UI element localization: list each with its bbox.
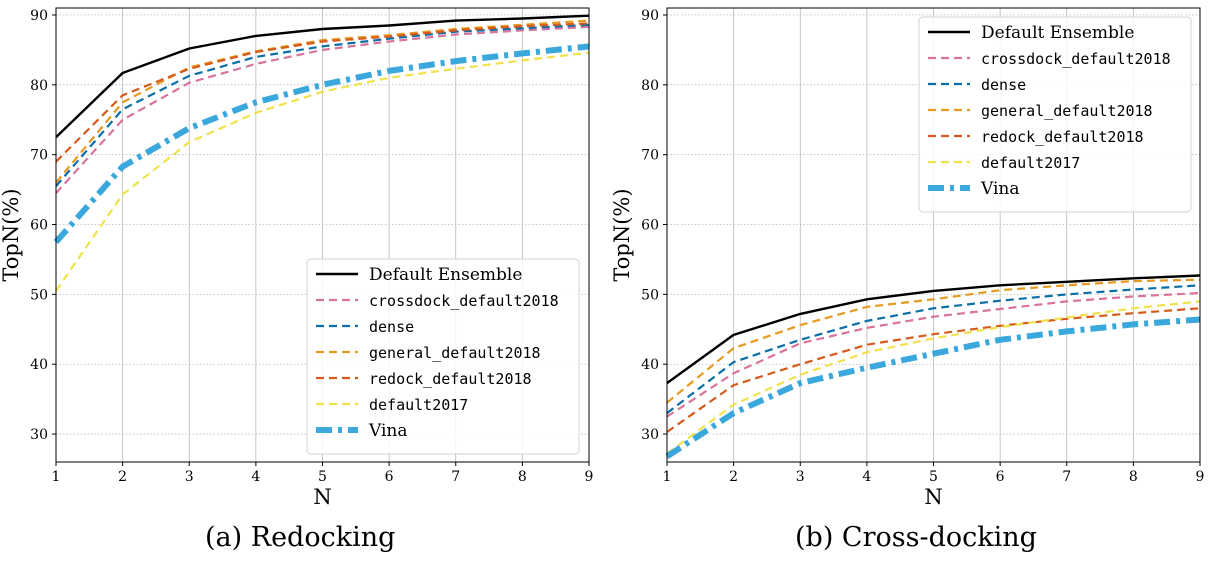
y-tick-label: 70 [641,148,659,164]
series-line-crossdock-default2018 [55,25,590,194]
legend-label-crossdock-default2018: crossdock_default2018 [369,292,559,310]
x-tick-label: 9 [1196,469,1205,485]
x-tick-label: 6 [385,469,394,485]
legend-label-default-ensemble: Default Ensemble [981,23,1134,43]
x-tick-label: 1 [663,469,672,485]
series-line-default2017 [55,51,590,292]
legend: Default Ensemble crossdock_default2018den… [306,258,580,455]
legend-label-default2017: default2017 [981,154,1080,172]
legend-label-redock-default2018: redock_default2018 [981,128,1144,146]
x-tick-label: 4 [251,469,260,485]
chart-panel-redocking: 1 2 3 4 5 6 7 8 9 30 40 50 60 70 80 90 N TopN(%) Default E… [0,7,594,509]
y-tick-label: 90 [641,8,659,24]
y-tick-label: 80 [30,78,48,94]
y-axis-label: TopN(%) [610,188,634,281]
series-line-dense [666,284,1201,414]
x-axis-label: N [313,485,331,509]
legend-label-dense: dense [369,318,414,336]
y-tick-label: 30 [30,427,48,443]
y-tick-label: 80 [641,78,659,94]
legend-label-crossdock-default2018: crossdock_default2018 [981,50,1171,68]
y-tick-label: 60 [641,218,659,234]
x-axis-label: N [924,485,942,509]
x-tick-label: 3 [796,469,805,485]
y-tick-label: 40 [30,357,48,373]
x-tick-label: 7 [1062,469,1071,485]
x-tick-label: 2 [729,469,738,485]
series-line-default2017 [666,300,1201,455]
legend-label-vina: Vina [368,421,408,441]
y-tick-label: 60 [30,218,48,234]
series-line-general-default2018 [55,19,590,184]
x-tick-label: 1 [52,469,61,485]
legend-label-vina: Vina [980,179,1020,199]
x-tick-label: 5 [929,469,938,485]
series-line-redock-default2018 [666,307,1201,433]
series-line-default-ensemble [666,274,1201,385]
caption-redocking: (a) Redocking [205,522,396,553]
series-line-default-ensemble [55,14,590,139]
x-tick-label: 8 [1129,469,1138,485]
x-tick-label: 7 [451,469,460,485]
x-tick-label: 6 [996,469,1005,485]
y-tick-label: 70 [30,148,48,164]
y-tick-label: 90 [30,8,48,24]
series-line-general-default2018 [666,278,1201,404]
legend-label-dense: dense [981,76,1026,94]
legend-box [918,16,1192,213]
series-line-dense [55,23,590,187]
x-tick-label: 9 [585,469,594,485]
y-tick-label: 50 [30,287,48,303]
series-line-redock-default2018 [55,22,590,163]
legend-box [306,258,580,455]
caption-cross-docking: (b) Cross-docking [795,522,1037,553]
x-tick-label: 8 [518,469,527,485]
legend: Default Ensemble crossdock_default2018den… [918,16,1192,213]
x-tick-label: 4 [862,469,871,485]
legend-label-general-default2018: general_default2018 [981,102,1153,120]
y-axis-label: TopN(%) [0,188,23,281]
legend-label-default-ensemble: Default Ensemble [369,265,522,285]
legend-label-general-default2018: general_default2018 [369,344,541,362]
x-tick-label: 5 [318,469,327,485]
series-line-crossdock-default2018 [666,291,1201,418]
y-tick-label: 40 [641,357,659,373]
legend-label-default2017: default2017 [369,396,468,414]
legend-label-redock-default2018: redock_default2018 [369,370,532,388]
y-tick-label: 30 [641,427,659,443]
series-line-vina [665,316,1201,459]
chart-panel-cross-docking: 1 2 3 4 5 6 7 8 9 30 40 50 60 70 80 90 N TopN(%) Default E… [610,7,1205,509]
x-tick-label: 2 [118,469,127,485]
x-tick-label: 3 [185,469,194,485]
y-tick-label: 50 [641,287,659,303]
